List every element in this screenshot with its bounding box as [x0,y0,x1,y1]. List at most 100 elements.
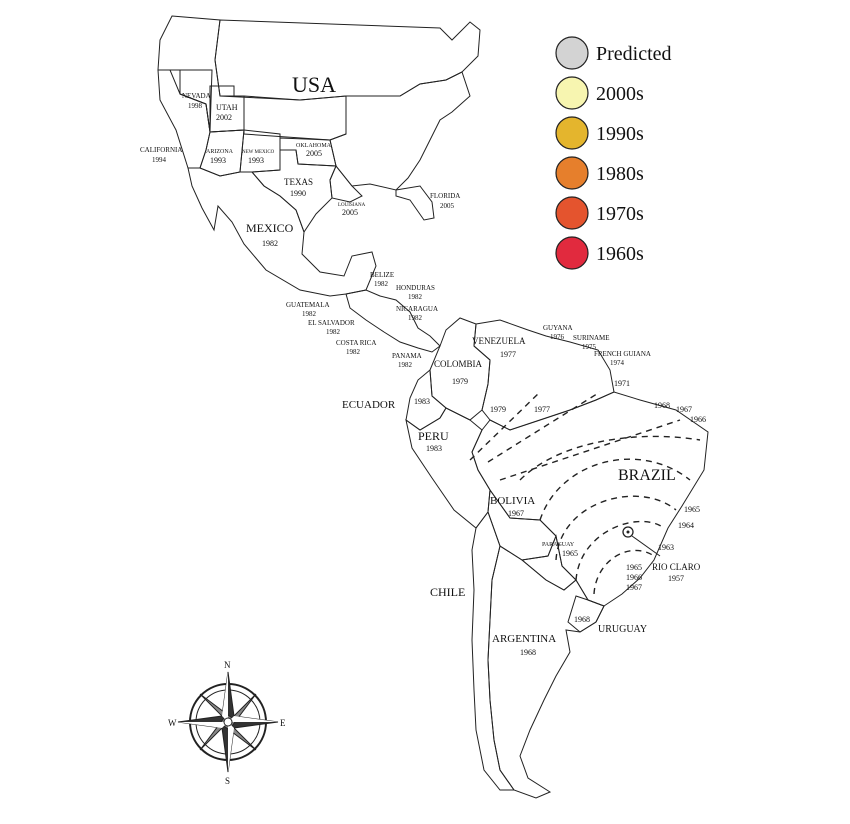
country-argentina [487,545,605,799]
label-colombia-year: 1979 [452,377,468,386]
brazil-year-1979: 1979 [490,405,506,414]
label-costa-rica-year: 1982 [346,348,361,356]
legend-label: 1980s [596,163,644,185]
label-uruguay-year: 1968 [574,615,590,624]
label-suriname: SURINAME [573,334,610,342]
label-el-salvador-year: 1982 [326,328,341,336]
label-panama: PANAMA [392,352,422,360]
legend-label: 1990s [596,123,644,145]
usa-north-region [214,19,481,101]
label-guyana: GUYANA [543,324,573,332]
label-el-salvador: EL SALVADOR [308,319,355,327]
spread-ring-2 [555,495,677,561]
legend-item: Predicted [555,36,672,70]
compass-star-highlight [222,672,228,722]
label-french-guiana-year: 1974 [610,359,625,367]
label-oklahoma: OKLAHOMA [296,143,332,149]
brazil-year-1965b: 1965 [626,563,642,572]
brazil-year-1963: 1963 [658,543,674,552]
spread-line-3 [499,419,681,481]
label-nicaragua-year: 1982 [408,314,423,322]
label-ecuador-year: 1983 [414,397,430,406]
legend-item: 1980s [555,156,644,190]
brazil-year-1971: 1971 [614,379,630,388]
label-arizona: ARIZONA [206,149,234,155]
label-honduras: HONDURAS [396,284,435,292]
label-panama-year: 1982 [398,361,413,369]
usa-predicted-central [243,95,347,141]
label-guatemala: GUATEMALA [286,301,330,309]
label-bolivia-year: 1967 [508,509,524,518]
label-louisiana: LOUISIANA [338,203,366,208]
country-chile [471,510,515,791]
legend-label: 1970s [596,203,644,225]
label-paraguay: PARAGUAY [542,542,575,548]
rio-claro-leader [631,535,661,557]
label-mexico-year: 1982 [262,239,278,248]
label-oklahoma-year: 2005 [306,149,322,158]
legend-swatch [555,156,589,190]
compass-star-highlight-s [228,722,234,772]
legend-label: 2000s [596,83,644,105]
state-florida [395,185,435,221]
label-california-year: 1994 [152,156,167,164]
label-honduras-year: 1982 [408,293,423,301]
label-usa: USA [292,72,336,97]
label-brazil: BRAZIL [618,467,676,484]
country-labels: USA CALIFORNIA 1994 NEVADA 1998 UTAH 200… [140,72,706,657]
state-nevada [179,69,213,133]
country-uruguay [567,595,605,633]
label-french-guiana: FRENCH GUIANA [594,350,651,358]
country-mexico [187,167,377,297]
label-venezuela: VENEZUELA [472,336,526,346]
legend-swatch [555,116,589,150]
label-uruguay: URUGUAY [598,624,647,635]
label-chile: CHILE [430,585,465,599]
label-costa-rica: COSTA RICA [336,339,376,347]
rio-claro-marker [622,526,634,538]
label-california: CALIFORNIA [140,146,182,154]
compass-e: E [280,718,286,728]
label-nicaragua: NICARAGUA [396,305,438,313]
label-belize: BELIZE [370,271,394,279]
rio-claro-dot [626,530,630,534]
label-belize-year: 1982 [374,280,389,288]
brazil-year-1968: 1968 [654,401,670,410]
compass-star-highlight-w [178,722,228,728]
label-nevada: NEVADA [182,92,211,100]
state-louisiana [329,165,363,203]
legend-label: 1960s [596,243,644,265]
label-texas: TEXAS [284,177,313,187]
compass-w: W [168,718,177,728]
brazil-year-1966: 1966 [690,415,706,424]
brazil-year-1977: 1977 [534,405,550,414]
label-bolivia: BOLIVIA [490,495,535,507]
legend-label: Predicted [596,43,672,65]
label-arizona-year: 1993 [210,156,226,165]
spread-ring-3 [575,520,665,581]
compass-s: S [225,776,230,786]
label-utah-year: 2002 [216,113,232,122]
label-louisiana-year: 2005 [342,208,358,217]
country-colombia [429,317,491,421]
label-new-mexico: NEW MEXICO [242,150,275,155]
legend-item: 2000s [555,76,644,110]
spread-line-2 [487,391,601,463]
compass-rose: N S E W [168,660,286,786]
brazil-year-1964: 1964 [678,521,694,530]
label-florida: FLORIDA [430,192,460,200]
label-suriname-year: 1975 [582,343,597,351]
label-texas-year: 1990 [290,189,306,198]
legend-item: 1970s [555,196,644,230]
brazil-year-1967: 1967 [676,405,692,414]
compass-n: N [224,660,231,670]
spread-ring-4 [593,549,655,595]
label-ecuador: ECUADOR [342,399,396,411]
legend-item: 1990s [555,116,644,150]
label-colombia: COLOMBIA [434,359,483,369]
brazil-year-1966b: 1966 [626,573,642,582]
compass-center [223,717,233,727]
label-mexico: MEXICO [246,221,294,235]
label-guyana-year: 1976 [550,333,565,341]
